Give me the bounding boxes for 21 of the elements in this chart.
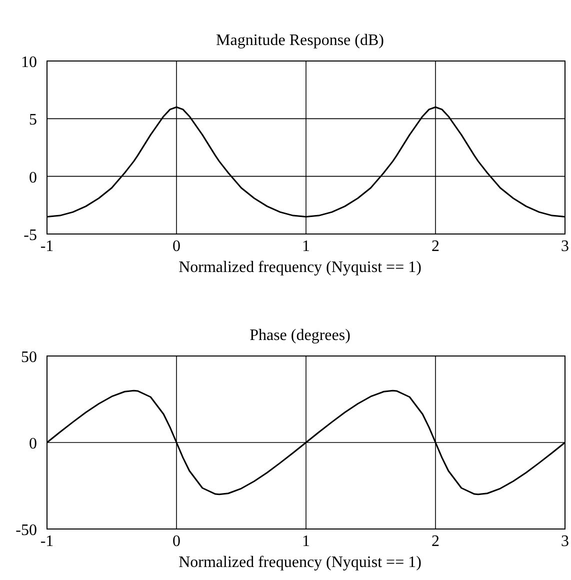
y-tick-label: -50 bbox=[16, 522, 37, 539]
x-tick-label: 0 bbox=[172, 533, 180, 550]
y-tick-label: -5 bbox=[24, 227, 37, 244]
y-tick-label: 0 bbox=[29, 169, 37, 186]
x-tick-label: 3 bbox=[561, 533, 569, 550]
y-tick-label: 50 bbox=[21, 349, 37, 366]
chart-title: Magnitude Response (dB) bbox=[216, 32, 384, 49]
x-axis-title: Normalized frequency (Nyquist == 1) bbox=[178, 259, 422, 276]
x-tick-label: 1 bbox=[302, 238, 310, 255]
x-tick-label: 2 bbox=[432, 533, 440, 550]
x-tick-label: -1 bbox=[40, 238, 54, 255]
x-tick-label: -1 bbox=[40, 533, 54, 550]
y-tick-label: 10 bbox=[21, 54, 37, 71]
x-tick-label: 3 bbox=[561, 238, 569, 255]
x-axis-title: Normalized frequency (Nyquist == 1) bbox=[178, 554, 422, 571]
y-tick-label: 5 bbox=[29, 112, 37, 129]
x-tick-label: 2 bbox=[432, 238, 440, 255]
x-tick-label: 0 bbox=[172, 238, 180, 255]
y-tick-label: 0 bbox=[29, 436, 37, 452]
chart-title: Phase (degrees) bbox=[250, 327, 350, 344]
x-tick-label: 1 bbox=[302, 533, 310, 550]
